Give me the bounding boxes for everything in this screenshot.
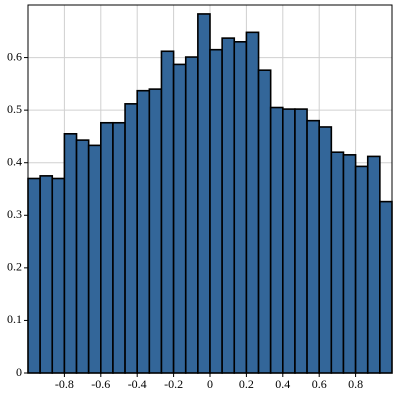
bar [112, 121, 126, 374]
y-tick-label: 0.6 [7, 49, 22, 63]
bar [39, 175, 54, 374]
bar [306, 119, 321, 374]
bar [330, 151, 345, 374]
y-tick-label: 0.1 [7, 312, 22, 326]
bar [209, 48, 223, 374]
bar [245, 31, 260, 374]
y-tick-label: 0.3 [7, 207, 22, 221]
bar [124, 103, 138, 374]
x-tick-label: -0.6 [91, 377, 110, 391]
bar [148, 88, 163, 374]
plot-frame [27, 4, 393, 374]
bar [221, 37, 236, 374]
x-tick-label: 0.2 [239, 377, 254, 391]
bar [281, 108, 296, 374]
bar [233, 40, 248, 374]
x-tick-label: -0.2 [164, 377, 183, 391]
bar [257, 69, 272, 374]
x-tick-label: 0 [207, 377, 213, 391]
bar [51, 177, 66, 374]
bar [75, 139, 90, 374]
y-tick-label: 0.5 [7, 102, 22, 116]
y-tick-label: 0.4 [7, 154, 22, 168]
bar [366, 155, 381, 374]
x-tick-label: 0.6 [312, 377, 327, 391]
x-tick-label: 0.8 [348, 377, 363, 391]
x-tick-label: -0.8 [55, 377, 74, 391]
bar [160, 50, 175, 374]
bar [379, 200, 393, 374]
bar [354, 165, 369, 374]
x-tick-label: 0.4 [275, 377, 290, 391]
bar [136, 89, 151, 374]
bar [63, 133, 78, 374]
bar [184, 56, 199, 374]
bar [87, 144, 102, 374]
bar [269, 106, 284, 374]
bar [342, 154, 357, 374]
y-tick-label: 0 [16, 365, 22, 379]
bar [100, 121, 114, 374]
bar [27, 177, 41, 374]
bar [294, 108, 308, 374]
x-tick-label: -0.4 [128, 377, 147, 391]
bar [318, 126, 333, 374]
y-tick-label: 0.2 [7, 260, 22, 274]
bar [197, 13, 211, 374]
bar [172, 63, 187, 374]
